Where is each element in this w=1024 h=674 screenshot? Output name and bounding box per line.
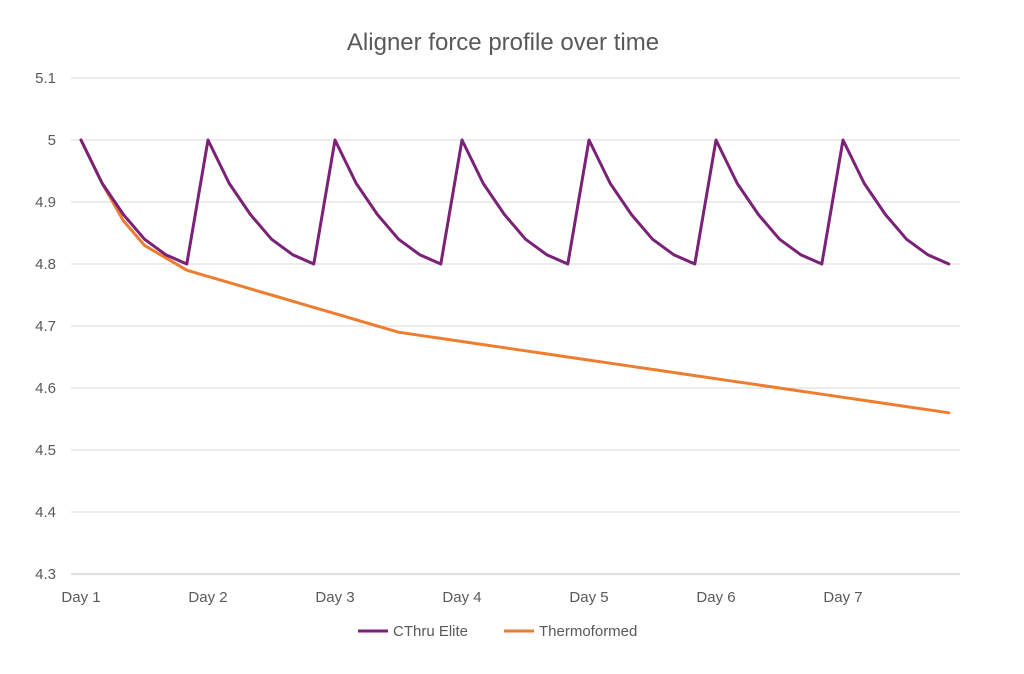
- series-line-cthru-elite: [79, 138, 951, 266]
- x-tick-label: Day 6: [696, 589, 735, 606]
- y-tick-label: 4.5: [35, 442, 56, 459]
- y-tick-label: 4.3: [35, 566, 56, 583]
- y-tick-label: 4.9: [35, 194, 56, 211]
- x-tick-label: Day 7: [823, 589, 862, 606]
- x-axis-ticks: Day 1 Day 2 Day 3 Day 4 Day 5 Day 6 Day 7: [61, 589, 862, 606]
- y-tick-label: 4.4: [35, 504, 56, 521]
- series-line-thermoformed: [79, 138, 951, 415]
- x-tick-label: Day 5: [569, 589, 608, 606]
- y-tick-label: 4.6: [35, 380, 56, 397]
- x-tick-label: Day 1: [61, 589, 100, 606]
- x-tick-label: Day 3: [315, 589, 354, 606]
- chart-title: Aligner force profile over time: [347, 29, 659, 56]
- series-lines: [79, 138, 951, 415]
- legend-label: Thermoformed: [539, 623, 637, 640]
- x-tick-label: Day 2: [188, 589, 227, 606]
- legend-label: CThru Elite: [393, 623, 468, 640]
- y-tick-label: 4.7: [35, 318, 56, 335]
- y-axis-ticks: 4.3 4.4 4.5 4.6 4.7 4.8 4.9 5 5.1: [35, 70, 56, 583]
- y-tick-label: 4.8: [35, 256, 56, 273]
- gridlines: [71, 77, 960, 575]
- y-tick-label: 5: [48, 132, 56, 149]
- legend: CThru Elite Thermoformed: [358, 623, 637, 640]
- x-tick-label: Day 4: [442, 589, 481, 606]
- y-tick-label: 5.1: [35, 70, 56, 87]
